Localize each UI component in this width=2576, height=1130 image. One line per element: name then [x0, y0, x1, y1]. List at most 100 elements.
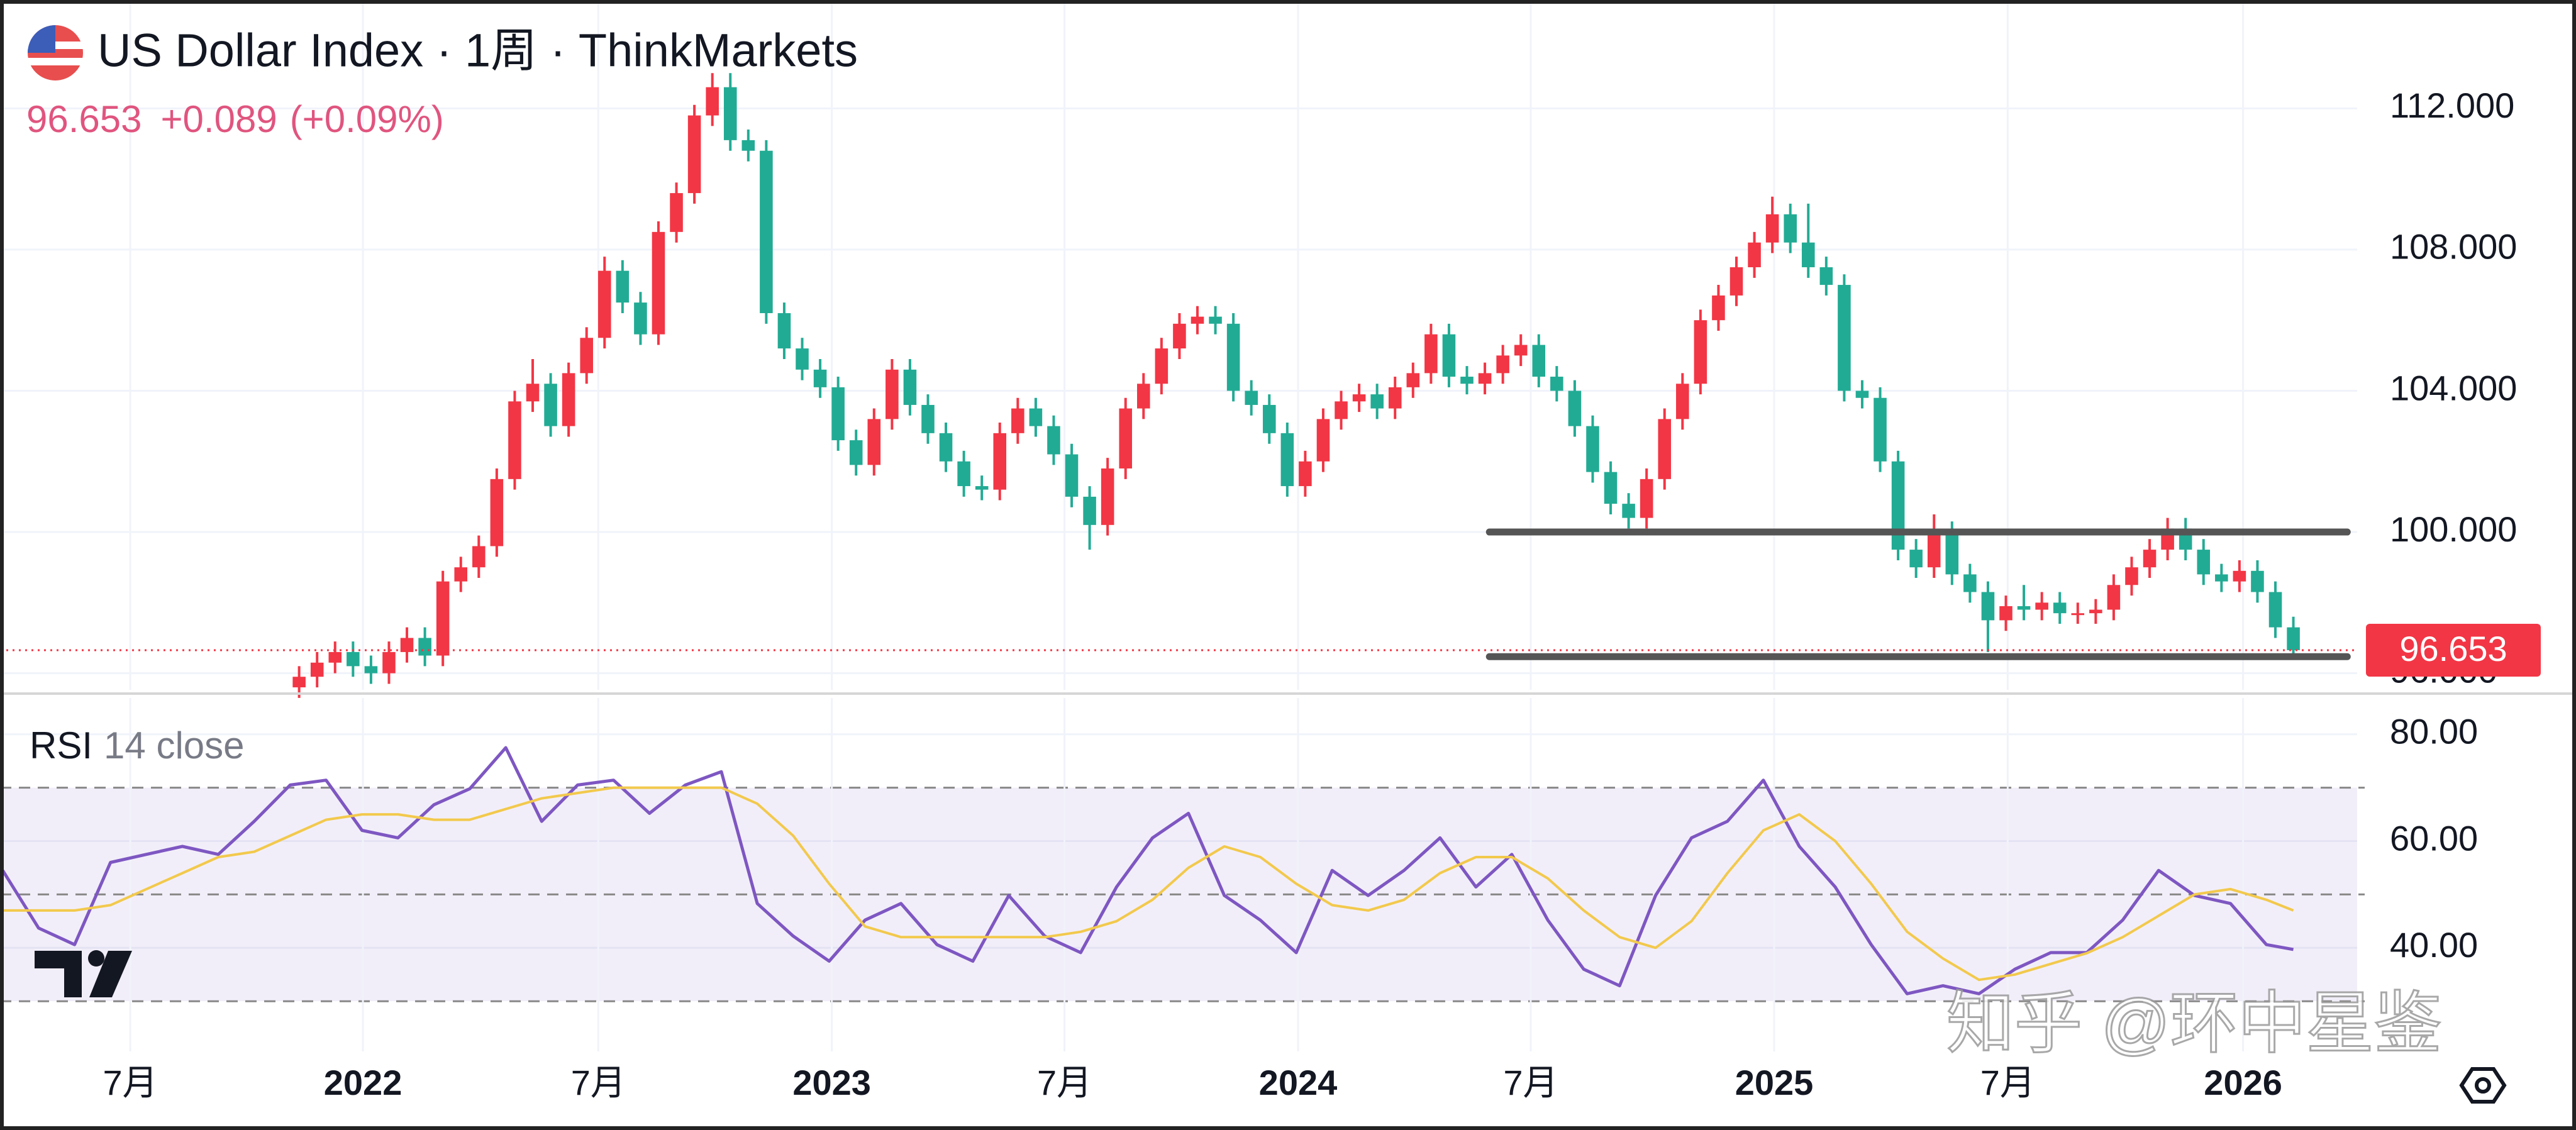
- candle-body: [1765, 214, 1779, 243]
- candle-body: [1011, 408, 1024, 433]
- background-layer: [0, 0, 2365, 1051]
- candle-body: [886, 369, 899, 419]
- candle-body: [1676, 384, 1689, 419]
- candle-body: [706, 87, 719, 116]
- candle-body: [2143, 550, 2157, 568]
- tradingview-logo[interactable]: [35, 950, 132, 997]
- candle-body: [544, 384, 557, 426]
- candle-body: [1658, 419, 1672, 479]
- candle-body: [1784, 214, 1797, 243]
- candle-body: [831, 387, 845, 441]
- candle-body: [1532, 345, 1546, 377]
- x-tick-label: 2024: [1259, 1063, 1338, 1102]
- candle-body: [867, 419, 881, 465]
- candle-body: [490, 479, 504, 546]
- candle-body: [2251, 570, 2264, 592]
- candle-body: [1335, 401, 1348, 419]
- candle-body: [1101, 468, 1114, 525]
- flag-canton: [28, 25, 55, 53]
- candle-body: [364, 666, 378, 673]
- logo-part: [89, 951, 132, 997]
- candle-body: [562, 373, 575, 426]
- candle-body: [1065, 454, 1079, 497]
- candle-body: [1640, 479, 1653, 518]
- candle-body: [1119, 408, 1133, 468]
- candle-body: [993, 433, 1007, 490]
- candle-body: [1280, 433, 1294, 487]
- candle-body: [580, 338, 593, 374]
- candle-body: [1712, 295, 1725, 321]
- candle-body: [939, 433, 953, 462]
- settings-button[interactable]: [2459, 1067, 2507, 1104]
- candle-body: [652, 231, 665, 335]
- candle-body: [2071, 613, 2085, 616]
- candle-body: [2107, 585, 2121, 610]
- candle-body: [1694, 320, 1707, 384]
- symbol-flag[interactable]: [28, 25, 83, 80]
- chart-title[interactable]: US Dollar Index · 1周 · ThinkMarkets: [97, 25, 858, 77]
- candle-body: [472, 546, 486, 568]
- logo-part: [88, 950, 104, 967]
- indicator-params: 14 close: [104, 724, 244, 767]
- candle-body: [1729, 267, 1743, 296]
- y-tick-label: 104.000: [2390, 368, 2517, 407]
- price-change-pct: (+0.09%): [290, 98, 444, 140]
- candle-body: [687, 115, 701, 194]
- y-tick-label: 112.000: [2390, 86, 2514, 125]
- settings-dot: [2475, 1077, 2491, 1094]
- candle-body: [2053, 602, 2067, 614]
- candle-body: [1173, 323, 1186, 349]
- candle-body: [1748, 242, 1761, 267]
- candle-body: [1370, 394, 1384, 409]
- candle-body: [1406, 373, 1420, 387]
- candle-body: [1981, 592, 1995, 621]
- candle-body: [1478, 373, 1492, 384]
- candle-body: [1245, 391, 1258, 405]
- candle-body: [1604, 472, 1618, 504]
- candle-body: [1137, 384, 1150, 409]
- candle-body: [813, 369, 827, 387]
- candle-body: [2268, 592, 2282, 628]
- candle-body: [454, 567, 468, 582]
- candle-body: [1155, 348, 1169, 384]
- last-price-badge: [2366, 623, 2541, 677]
- candle-body: [741, 140, 755, 151]
- rsi-ma-line: [3, 786, 2294, 982]
- price-summary: 96.653 +0.089 (+0.09%): [26, 98, 444, 140]
- candle-body: [1352, 394, 1366, 402]
- candle-body: [382, 651, 396, 673]
- candle-body: [328, 651, 342, 663]
- candle-body: [921, 404, 935, 433]
- settings-hexagon: [2459, 1067, 2507, 1104]
- candle-body: [2089, 609, 2102, 614]
- flag-stripe: [28, 58, 83, 65]
- x-tick-label: 2026: [2204, 1063, 2282, 1102]
- candle-body: [1874, 397, 1887, 462]
- candle-body: [1442, 334, 1456, 377]
- x-tick-label: 2022: [324, 1063, 402, 1102]
- candle-body: [1568, 391, 1582, 426]
- candle-body: [597, 270, 611, 338]
- candle-body: [508, 401, 521, 479]
- candle-body: [1209, 316, 1222, 324]
- candle-body: [1388, 387, 1402, 409]
- candle-body: [903, 369, 917, 405]
- candle-body: [634, 302, 647, 335]
- candle-body: [2125, 567, 2138, 585]
- last-price: 96.653: [26, 98, 142, 140]
- indicator-legend[interactable]: RSI 14 close: [30, 724, 245, 767]
- y-tick-label: 108.000: [2390, 227, 2517, 267]
- candle-body: [2017, 606, 2031, 610]
- candle-body: [777, 313, 791, 349]
- candle-body: [670, 193, 683, 232]
- candle-body: [616, 270, 630, 303]
- candle-body: [2215, 574, 2228, 582]
- x-tick-label: 7月: [1503, 1063, 1558, 1102]
- x-tick-label: 7月: [1037, 1063, 1092, 1102]
- candle-body: [1191, 316, 1204, 324]
- x-tick-label: 7月: [1980, 1063, 2035, 1102]
- candle-body: [1838, 285, 1851, 391]
- x-tick-label: 2025: [1735, 1063, 1814, 1102]
- candle-body: [347, 651, 360, 667]
